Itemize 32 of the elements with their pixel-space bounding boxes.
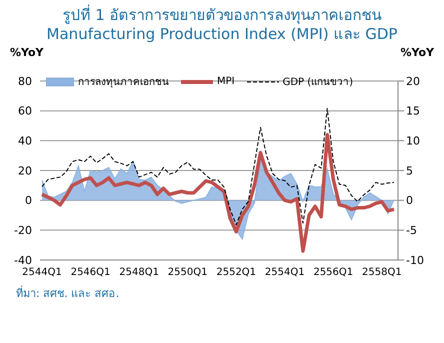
text: ที่มา: สศช. และ สศอ. (16, 284, 120, 302)
x-tick-label: 2556Q1 (313, 267, 354, 278)
chart-title: รูปที่ 1 อัตราการขยายตัวของการลงทุนภาคเอกชน (61, 6, 383, 25)
x-tick-label: 2552Q1 (216, 267, 256, 278)
line-series (42, 108, 394, 226)
legend-label: MPI (217, 76, 235, 87)
legend-label: การลงทุนภาคเอกชน (78, 76, 169, 89)
y2-axis-title: %YoY (400, 46, 434, 59)
y-tick-label: 40 (18, 134, 32, 148)
y-tick-label: 60 (18, 104, 32, 118)
y2-tick-label: -10 (406, 254, 424, 267)
x-tick-label: 2558Q1 (362, 267, 402, 278)
x-tick-label: 2550Q1 (168, 267, 208, 278)
legend-label: GDP (แกนขวา) (282, 76, 354, 89)
y-tick-label: 80 (18, 74, 32, 88)
y-tick-label: 0 (25, 194, 32, 208)
chart-subtitle: Manufacturing Production Index (MPI) และ GDP (46, 25, 398, 44)
y2-tick-label: 10 (406, 134, 420, 148)
y-axis-title: %YoY (10, 46, 44, 59)
y2-tick-label: 20 (406, 74, 420, 88)
y-tick-label: -40 (14, 254, 32, 267)
y2-tick-label: 15 (406, 104, 420, 118)
y2-tick-label: 5 (406, 164, 413, 178)
y-tick-label: 20 (18, 164, 32, 178)
x-tick-label: 2554Q1 (264, 267, 305, 278)
x-tick-label: 2546Q1 (70, 267, 110, 278)
x-tick-label: 2548Q1 (119, 267, 159, 278)
y-tick-label: -20 (14, 224, 32, 238)
y2-tick-label: -5 (406, 224, 417, 238)
line-series (40, 132, 396, 253)
x-tick-label: 2544Q1 (22, 267, 62, 278)
y2-tick-label: 0 (406, 194, 413, 208)
